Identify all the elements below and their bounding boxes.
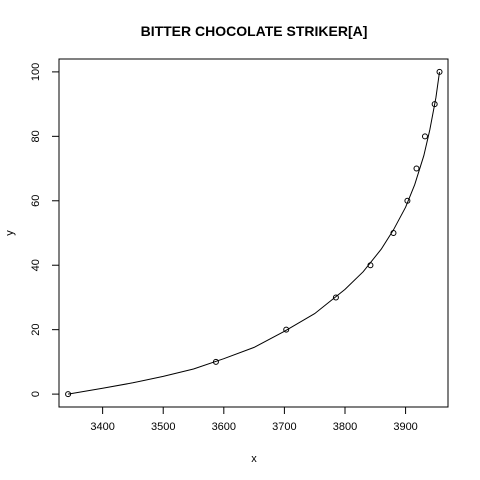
y-axis: 0 20 40 60 80 100 (30, 63, 59, 397)
x-tick-label: 3600 (212, 421, 236, 433)
data-point (421, 133, 428, 140)
x-tick-label: 3500 (151, 421, 175, 433)
data-point (332, 294, 339, 301)
data-points (65, 68, 443, 398)
x-axis-label: x (251, 453, 257, 465)
fit-curve (68, 71, 440, 395)
y-tick-label: 100 (30, 63, 42, 81)
data-point (212, 358, 219, 365)
data-point (436, 68, 443, 75)
data-point (283, 326, 290, 333)
y-axis-label: y (4, 230, 16, 236)
data-point (413, 165, 420, 172)
data-point (431, 101, 438, 108)
plot-frame (58, 58, 449, 408)
data-point (367, 262, 374, 269)
x-axis: 3400 3500 3600 3700 3800 3900 (90, 407, 418, 433)
y-tick-label: 60 (30, 195, 42, 207)
data-point (390, 230, 397, 236)
data-point (65, 391, 72, 398)
x-tick-label: 3400 (90, 421, 114, 433)
chart-title: BITTER CHOCOLATE STRIKER[A] (141, 23, 368, 39)
y-tick-label: 40 (30, 259, 42, 271)
x-tick-label: 3700 (272, 421, 296, 433)
data-point (404, 197, 411, 204)
y-tick-label: 0 (30, 391, 42, 397)
y-tick-label: 80 (30, 130, 42, 142)
x-tick-label: 3900 (393, 421, 417, 433)
x-tick-label: 3800 (333, 421, 357, 433)
y-tick-label: 20 (30, 324, 42, 336)
